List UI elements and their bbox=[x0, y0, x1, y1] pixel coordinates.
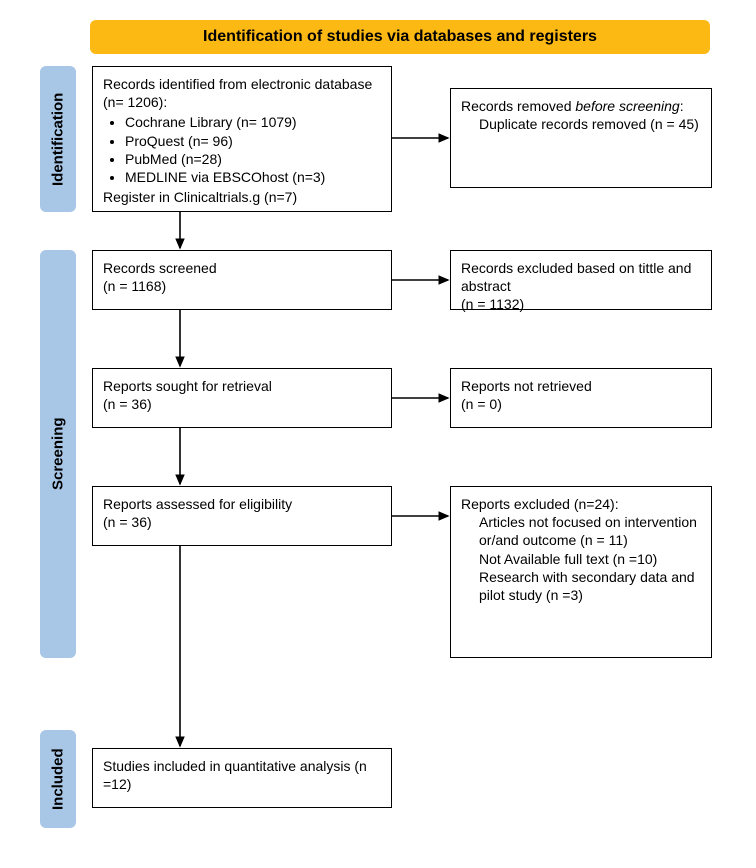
box-records-screened: Records screened (n = 1168) bbox=[92, 250, 392, 310]
included-l1: Studies included in quantitative analysi… bbox=[103, 757, 381, 793]
reports-not-retrieved-l1: Reports not retrieved bbox=[461, 377, 701, 395]
box-included: Studies included in quantitative analysi… bbox=[92, 748, 392, 808]
list-item: ProQuest (n= 96) bbox=[125, 132, 381, 150]
reports-assessed-l2: (n = 36) bbox=[103, 513, 381, 531]
box-records-identified: Records identified from electronic datab… bbox=[92, 66, 392, 212]
records-identified-footer: Register in Clinicaltrials.g (n=7) bbox=[103, 188, 381, 206]
prisma-flowchart: Identification of studies via databases … bbox=[20, 20, 736, 848]
records-identified-intro: Records identified from electronic datab… bbox=[103, 75, 381, 111]
list-item: Cochrane Library (n= 1079) bbox=[125, 113, 381, 131]
box-records-excluded-ta: Records excluded based on tittle and abs… bbox=[450, 250, 712, 310]
list-item: PubMed (n=28) bbox=[125, 150, 381, 168]
records-removed-line1: Records removed before screening: bbox=[461, 97, 701, 115]
records-excluded-ta-l1: Records excluded based on tittle and abs… bbox=[461, 259, 701, 295]
phase-included: Included bbox=[40, 730, 76, 828]
phase-identification: Identification bbox=[40, 66, 76, 212]
reports-sought-l2: (n = 36) bbox=[103, 395, 381, 413]
box-records-removed: Records removed before screening: Duplic… bbox=[450, 88, 712, 188]
list-item: MEDLINE via EBSCOhost (n=3) bbox=[125, 168, 381, 186]
reports-excluded-i2: Research with secondary data and pilot s… bbox=[479, 568, 701, 604]
reports-excluded-header: Reports excluded (n=24): bbox=[461, 495, 701, 513]
records-identified-list: Cochrane Library (n= 1079) ProQuest (n= … bbox=[125, 113, 381, 186]
header-bar: Identification of studies via databases … bbox=[90, 20, 710, 54]
reports-not-retrieved-l2: (n = 0) bbox=[461, 395, 701, 413]
records-screened-l2: (n = 1168) bbox=[103, 277, 381, 295]
box-reports-not-retrieved: Reports not retrieved (n = 0) bbox=[450, 368, 712, 428]
reports-excluded-i1: Not Available full text (n =10) bbox=[479, 550, 701, 568]
reports-assessed-l1: Reports assessed for eligibility bbox=[103, 495, 381, 513]
box-reports-excluded: Reports excluded (n=24): Articles not fo… bbox=[450, 486, 712, 658]
box-reports-sought: Reports sought for retrieval (n = 36) bbox=[92, 368, 392, 428]
records-excluded-ta-l2: (n = 1132) bbox=[461, 295, 701, 313]
reports-excluded-i0: Articles not focused on intervention or/… bbox=[479, 513, 701, 549]
reports-sought-l1: Reports sought for retrieval bbox=[103, 377, 381, 395]
records-removed-line2: Duplicate records removed (n = 45) bbox=[479, 115, 701, 133]
records-screened-l1: Records screened bbox=[103, 259, 381, 277]
header-text: Identification of studies via databases … bbox=[203, 28, 597, 46]
box-reports-assessed: Reports assessed for eligibility (n = 36… bbox=[92, 486, 392, 546]
phase-screening: Screening bbox=[40, 250, 76, 658]
